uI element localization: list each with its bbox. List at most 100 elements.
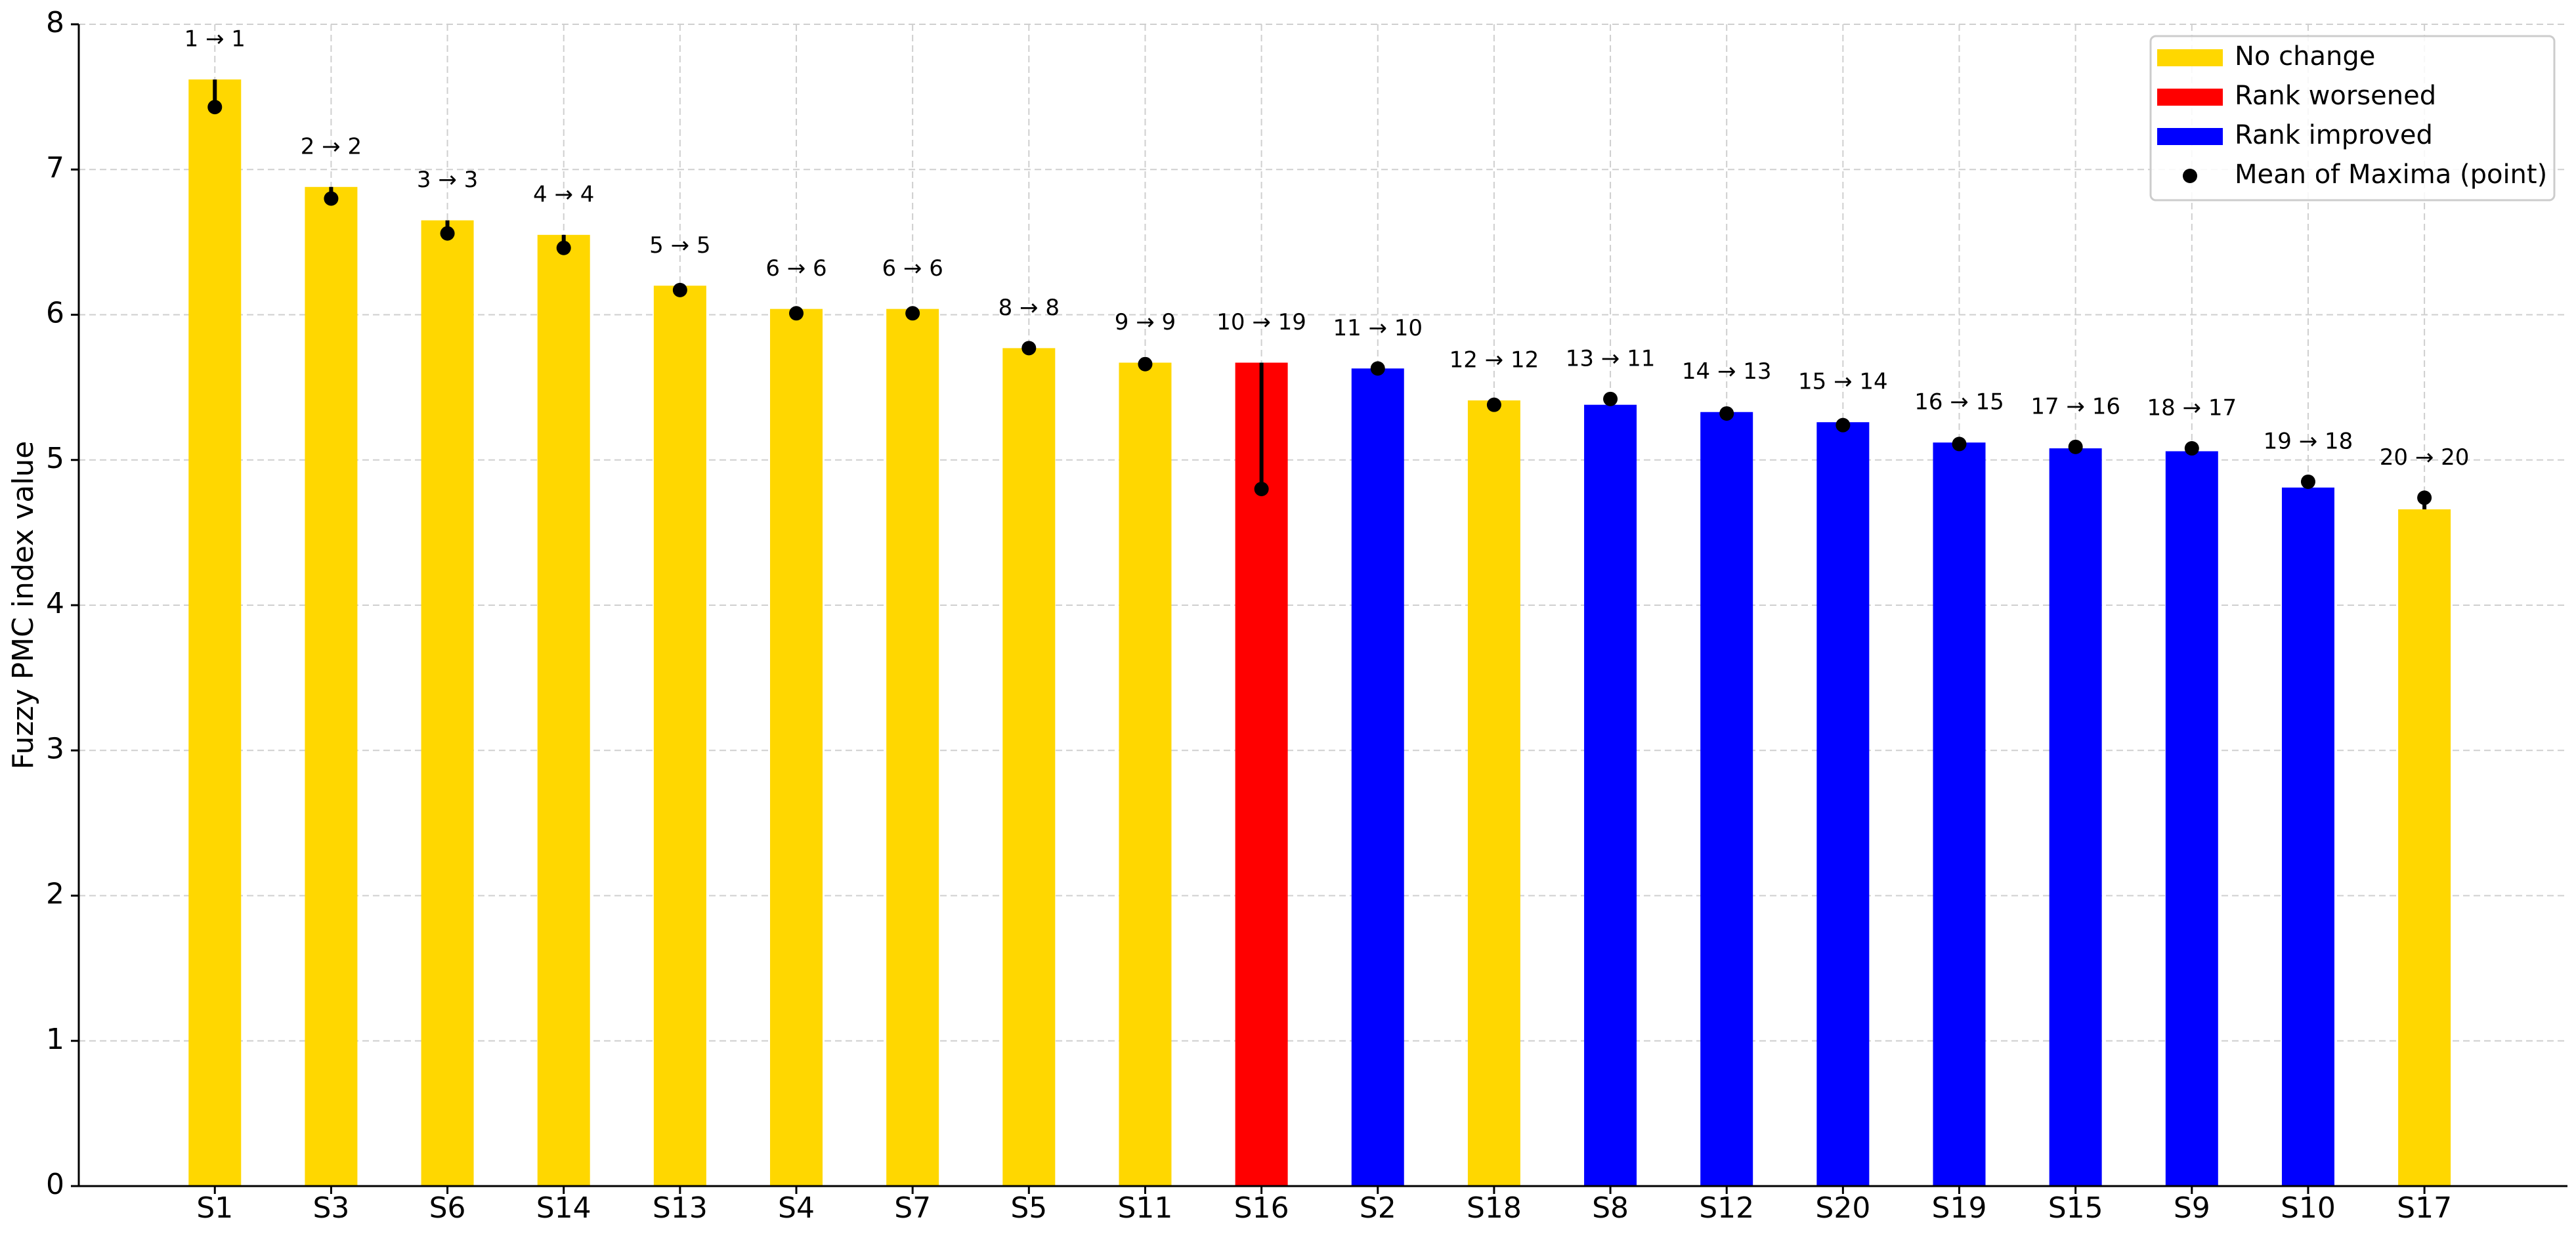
x-tick-label: S17 xyxy=(2397,1191,2452,1225)
bar xyxy=(1351,368,1404,1186)
y-tick-label: 3 xyxy=(46,732,64,765)
rank-label: 11 → 10 xyxy=(1333,315,1423,341)
rank-label: 2 → 2 xyxy=(301,133,362,160)
mean-point xyxy=(1486,397,1501,412)
rank-label: 20 → 20 xyxy=(2380,444,2470,471)
bar xyxy=(770,308,823,1186)
bar xyxy=(1816,422,1870,1186)
y-tick-label: 0 xyxy=(46,1168,64,1201)
x-tick-label: S4 xyxy=(778,1191,815,1225)
rank-label: 19 → 18 xyxy=(2264,428,2353,454)
x-tick-label: S6 xyxy=(429,1191,466,1225)
y-tick-label: 5 xyxy=(46,442,64,475)
legend-marker xyxy=(2183,169,2197,183)
bar xyxy=(2049,448,2102,1186)
bar xyxy=(188,79,242,1187)
mean-point xyxy=(1254,482,1269,496)
rank-label: 17 → 16 xyxy=(2030,393,2120,419)
legend-swatch xyxy=(2157,89,2223,106)
mean-point xyxy=(789,306,804,321)
legend-label: No change xyxy=(2235,41,2375,72)
rank-label: 4 → 4 xyxy=(533,181,594,207)
legend-box xyxy=(2149,35,2556,202)
rank-label: 13 → 11 xyxy=(1566,345,1656,372)
x-tick-label: S13 xyxy=(653,1191,708,1225)
x-tick-label: S18 xyxy=(1467,1191,1522,1225)
rank-label: 1 → 1 xyxy=(184,26,246,53)
mean-point xyxy=(207,100,223,115)
x-tick-label: S16 xyxy=(1234,1191,1289,1225)
y-tick-label: 7 xyxy=(46,151,64,184)
mean-point xyxy=(1835,417,1851,433)
bar xyxy=(1119,362,1172,1187)
rank-label: 9 → 9 xyxy=(1115,309,1176,335)
mean-point xyxy=(324,191,339,206)
x-tick-label: S5 xyxy=(1010,1191,1047,1225)
y-tick-label: 2 xyxy=(46,878,64,911)
legend-swatch xyxy=(2157,49,2223,66)
rank-label: 8 → 8 xyxy=(998,295,1060,321)
legend-label: Rank improved xyxy=(2235,120,2433,150)
bar xyxy=(1933,442,1986,1187)
x-tick-label: S20 xyxy=(1815,1191,1870,1225)
y-axis-label: Fuzzy PMC index value xyxy=(7,441,40,770)
rank-label: 6 → 6 xyxy=(882,255,943,282)
y-tick-label: 6 xyxy=(46,297,64,330)
legend-label: Rank worsened xyxy=(2235,81,2436,111)
mean-point xyxy=(1719,406,1734,421)
mean-point xyxy=(672,282,687,297)
rank-label: 14 → 13 xyxy=(1682,358,1772,385)
mean-point xyxy=(556,240,571,255)
x-tick-label: S14 xyxy=(536,1191,591,1225)
bar xyxy=(421,220,474,1186)
x-tick-label: S15 xyxy=(2048,1191,2103,1225)
x-tick-label: S8 xyxy=(1592,1191,1629,1225)
x-tick-label: S7 xyxy=(894,1191,931,1225)
x-tick-label: S10 xyxy=(2281,1191,2336,1225)
bar xyxy=(537,234,590,1186)
bar xyxy=(653,286,706,1186)
x-tick-label: S12 xyxy=(1699,1191,1754,1225)
mean-point xyxy=(1952,436,1967,452)
mean-point xyxy=(2184,441,2199,456)
legend-swatch xyxy=(2157,128,2223,145)
mean-point xyxy=(1370,361,1385,376)
x-tick-label: S3 xyxy=(312,1191,349,1225)
x-tick-label: S1 xyxy=(196,1191,233,1225)
bar xyxy=(886,308,939,1186)
rank-label: 15 → 14 xyxy=(1798,369,1888,395)
x-tick-label: S2 xyxy=(1360,1191,1396,1225)
rank-label: 5 → 5 xyxy=(649,232,710,259)
bar xyxy=(1235,362,1288,1187)
rank-label: 18 → 17 xyxy=(2147,395,2237,421)
rank-label: 10 → 19 xyxy=(1216,309,1306,335)
rank-label: 3 → 3 xyxy=(417,167,478,193)
rank-label: 6 → 6 xyxy=(765,255,826,282)
mean-point xyxy=(2068,439,2083,454)
legend-label: Mean of Maxima (point) xyxy=(2235,160,2547,190)
mean-point xyxy=(905,306,920,321)
bar xyxy=(305,186,358,1186)
rank-label: 16 → 15 xyxy=(1914,389,2004,415)
y-tick-label: 1 xyxy=(46,1023,64,1056)
mean-point xyxy=(1603,391,1618,406)
x-tick-label: S19 xyxy=(1932,1191,1987,1225)
mean-point xyxy=(2300,474,2315,489)
bar xyxy=(2165,451,2218,1186)
x-tick-label: S11 xyxy=(1118,1191,1173,1225)
bar xyxy=(2281,487,2334,1186)
bar xyxy=(1467,400,1520,1186)
x-tick-label: S9 xyxy=(2174,1191,2210,1225)
bar xyxy=(2398,509,2451,1186)
mean-point xyxy=(1138,356,1153,372)
mean-point xyxy=(1021,341,1037,356)
mean-point xyxy=(440,226,455,241)
bar xyxy=(1002,348,1056,1187)
bar xyxy=(1584,404,1637,1186)
mean-point xyxy=(2417,490,2432,505)
y-tick-label: 4 xyxy=(46,587,64,620)
rank-label: 12 → 12 xyxy=(1449,347,1539,373)
bar xyxy=(1700,412,1753,1186)
y-tick-label: 8 xyxy=(46,6,64,39)
